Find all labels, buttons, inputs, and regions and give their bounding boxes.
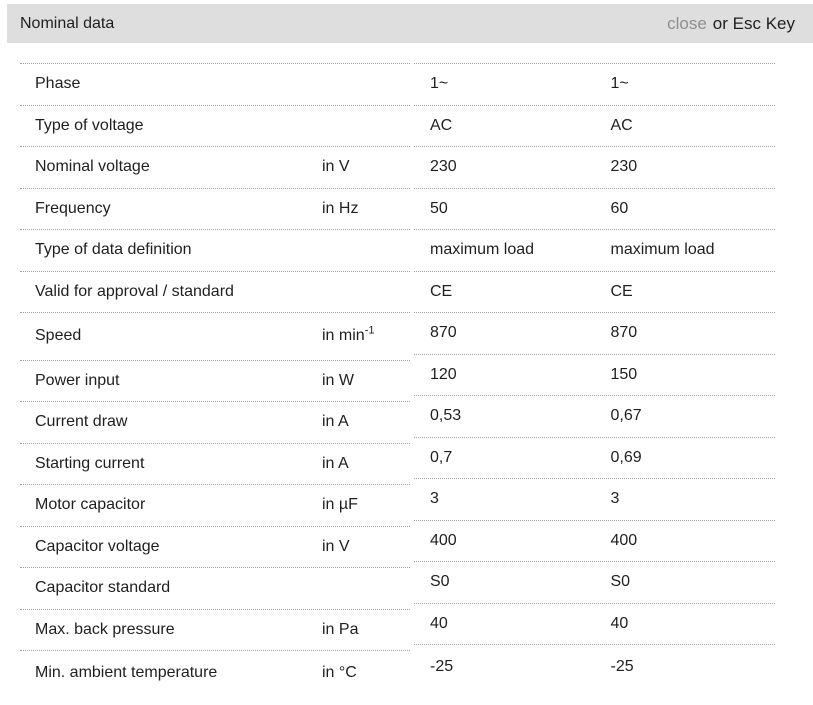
value-cell-1: maximum load bbox=[430, 241, 535, 259]
value-cell-2: 60 bbox=[610, 199, 629, 217]
value-cell-2: 40 bbox=[610, 614, 629, 632]
spec-row: Max. back pressure in Pa bbox=[20, 610, 410, 651]
spec-row: Capacitor voltage in V bbox=[20, 527, 410, 568]
spec-row: Capacitor standard bbox=[20, 568, 410, 610]
spec-row: Frequency in Hz bbox=[20, 189, 410, 230]
modal-header: Nominal data close or Esc Key bbox=[7, 4, 813, 43]
value-row: 0,7 0,69 bbox=[414, 438, 775, 479]
value-row: 0,53 0,67 bbox=[414, 396, 775, 438]
row-label: Frequency bbox=[35, 199, 111, 217]
value-row: 400 400 bbox=[414, 521, 775, 562]
value-cell-1: 230 bbox=[430, 158, 457, 176]
row-unit: in V bbox=[322, 537, 350, 555]
row-label: Power input bbox=[35, 371, 120, 389]
row-label: Speed bbox=[35, 327, 82, 345]
row-unit: in Pa bbox=[322, 620, 359, 638]
value-row: -25 -25 bbox=[414, 645, 775, 689]
spec-row: Type of data definition bbox=[20, 230, 410, 272]
row-label: Capacitor voltage bbox=[35, 537, 160, 555]
row-unit: in V bbox=[322, 158, 350, 176]
row-label: Type of data definition bbox=[35, 241, 192, 259]
value-cell-1: CE bbox=[430, 282, 453, 300]
spec-row: Speed in min-1 bbox=[20, 313, 410, 361]
value-cell-1: 0,53 bbox=[430, 407, 462, 425]
value-row: AC AC bbox=[414, 106, 775, 147]
close-esc-hint: or Esc Key bbox=[712, 13, 795, 33]
value-cell-1: 0,7 bbox=[430, 448, 453, 466]
spec-row: Motor capacitor in µF bbox=[20, 485, 410, 527]
value-cell-2: AC bbox=[610, 116, 633, 134]
value-cell-1: 40 bbox=[430, 614, 448, 632]
row-unit: in µF bbox=[322, 496, 358, 514]
value-cell-2: 150 bbox=[610, 365, 638, 383]
row-label: Type of voltage bbox=[35, 116, 144, 134]
row-unit: in min-1 bbox=[322, 324, 375, 345]
value-cell-2: 1~ bbox=[610, 75, 629, 93]
spec-row: Current draw in A bbox=[20, 402, 410, 444]
value-cell-1: 50 bbox=[430, 199, 448, 217]
value-row: S0 S0 bbox=[414, 562, 775, 604]
spec-row: Nominal voltage in V bbox=[20, 147, 410, 189]
value-row: maximum load maximum load bbox=[414, 230, 775, 272]
value-row: 230 230 bbox=[414, 147, 775, 189]
value-row: 120 150 bbox=[414, 355, 775, 396]
row-label: Motor capacitor bbox=[35, 496, 146, 514]
row-unit: in W bbox=[322, 371, 354, 389]
row-unit: in °C bbox=[322, 664, 357, 681]
spec-row: Type of voltage bbox=[20, 106, 410, 147]
value-cell-2: 0,67 bbox=[610, 407, 642, 425]
close-button[interactable]: close bbox=[667, 13, 707, 33]
value-row: 40 40 bbox=[414, 604, 775, 645]
row-label: Min. ambient temperature bbox=[35, 664, 218, 681]
row-label: Valid for approval / standard bbox=[35, 282, 234, 300]
row-label: Nominal voltage bbox=[35, 158, 150, 176]
value-cell-1: 870 bbox=[430, 324, 457, 342]
close-area: close or Esc Key bbox=[667, 14, 795, 34]
unit-superscript: -1 bbox=[364, 324, 375, 337]
value-cell-2: 3 bbox=[610, 490, 620, 508]
value-cell-2: maximum load bbox=[610, 241, 715, 259]
value-row: 50 60 bbox=[414, 189, 775, 230]
value-row: 1~ 1~ bbox=[414, 64, 775, 106]
row-label: Starting current bbox=[35, 454, 145, 472]
values-table: 1~ 1~ AC AC 230 230 50 60 maximum load maximum lo… bbox=[414, 63, 775, 689]
spec-row: Valid for approval / standard bbox=[20, 272, 410, 313]
row-unit: in Hz bbox=[322, 199, 359, 217]
value-cell-1: 400 bbox=[430, 531, 457, 549]
value-cell-1: 3 bbox=[430, 490, 439, 508]
labels-units-table: Phase Type of voltage Nominal voltage in V F… bbox=[20, 63, 410, 695]
row-label: Current draw bbox=[35, 413, 128, 431]
value-cell-1: AC bbox=[430, 116, 453, 134]
modal-title: Nominal data bbox=[20, 14, 115, 32]
value-cell-1: -25 bbox=[430, 658, 454, 675]
value-cell-1: 1~ bbox=[430, 75, 449, 93]
value-cell-2: 870 bbox=[610, 324, 638, 342]
row-label: Max. back pressure bbox=[35, 620, 175, 638]
spec-row: Starting current in A bbox=[20, 444, 410, 485]
value-cell-2: S0 bbox=[610, 573, 631, 591]
value-cell-1: S0 bbox=[430, 573, 450, 591]
value-cell-2: 400 bbox=[610, 531, 638, 549]
value-cell-2: 0,69 bbox=[610, 448, 642, 466]
row-unit: in A bbox=[322, 454, 349, 472]
value-cell-2: 230 bbox=[610, 158, 638, 176]
row-label: Capacitor standard bbox=[35, 579, 171, 597]
value-cell-2: CE bbox=[610, 282, 633, 300]
value-row: CE CE bbox=[414, 272, 775, 313]
value-row: 870 870 bbox=[414, 313, 775, 355]
value-cell-1: 120 bbox=[430, 365, 457, 383]
spec-row: Min. ambient temperature in °C bbox=[20, 651, 410, 695]
spec-row: Power input in W bbox=[20, 361, 410, 402]
value-cell-2: -25 bbox=[610, 658, 634, 675]
row-unit: in A bbox=[322, 413, 349, 431]
spec-row: Phase bbox=[20, 64, 410, 106]
row-label: Phase bbox=[35, 75, 81, 93]
